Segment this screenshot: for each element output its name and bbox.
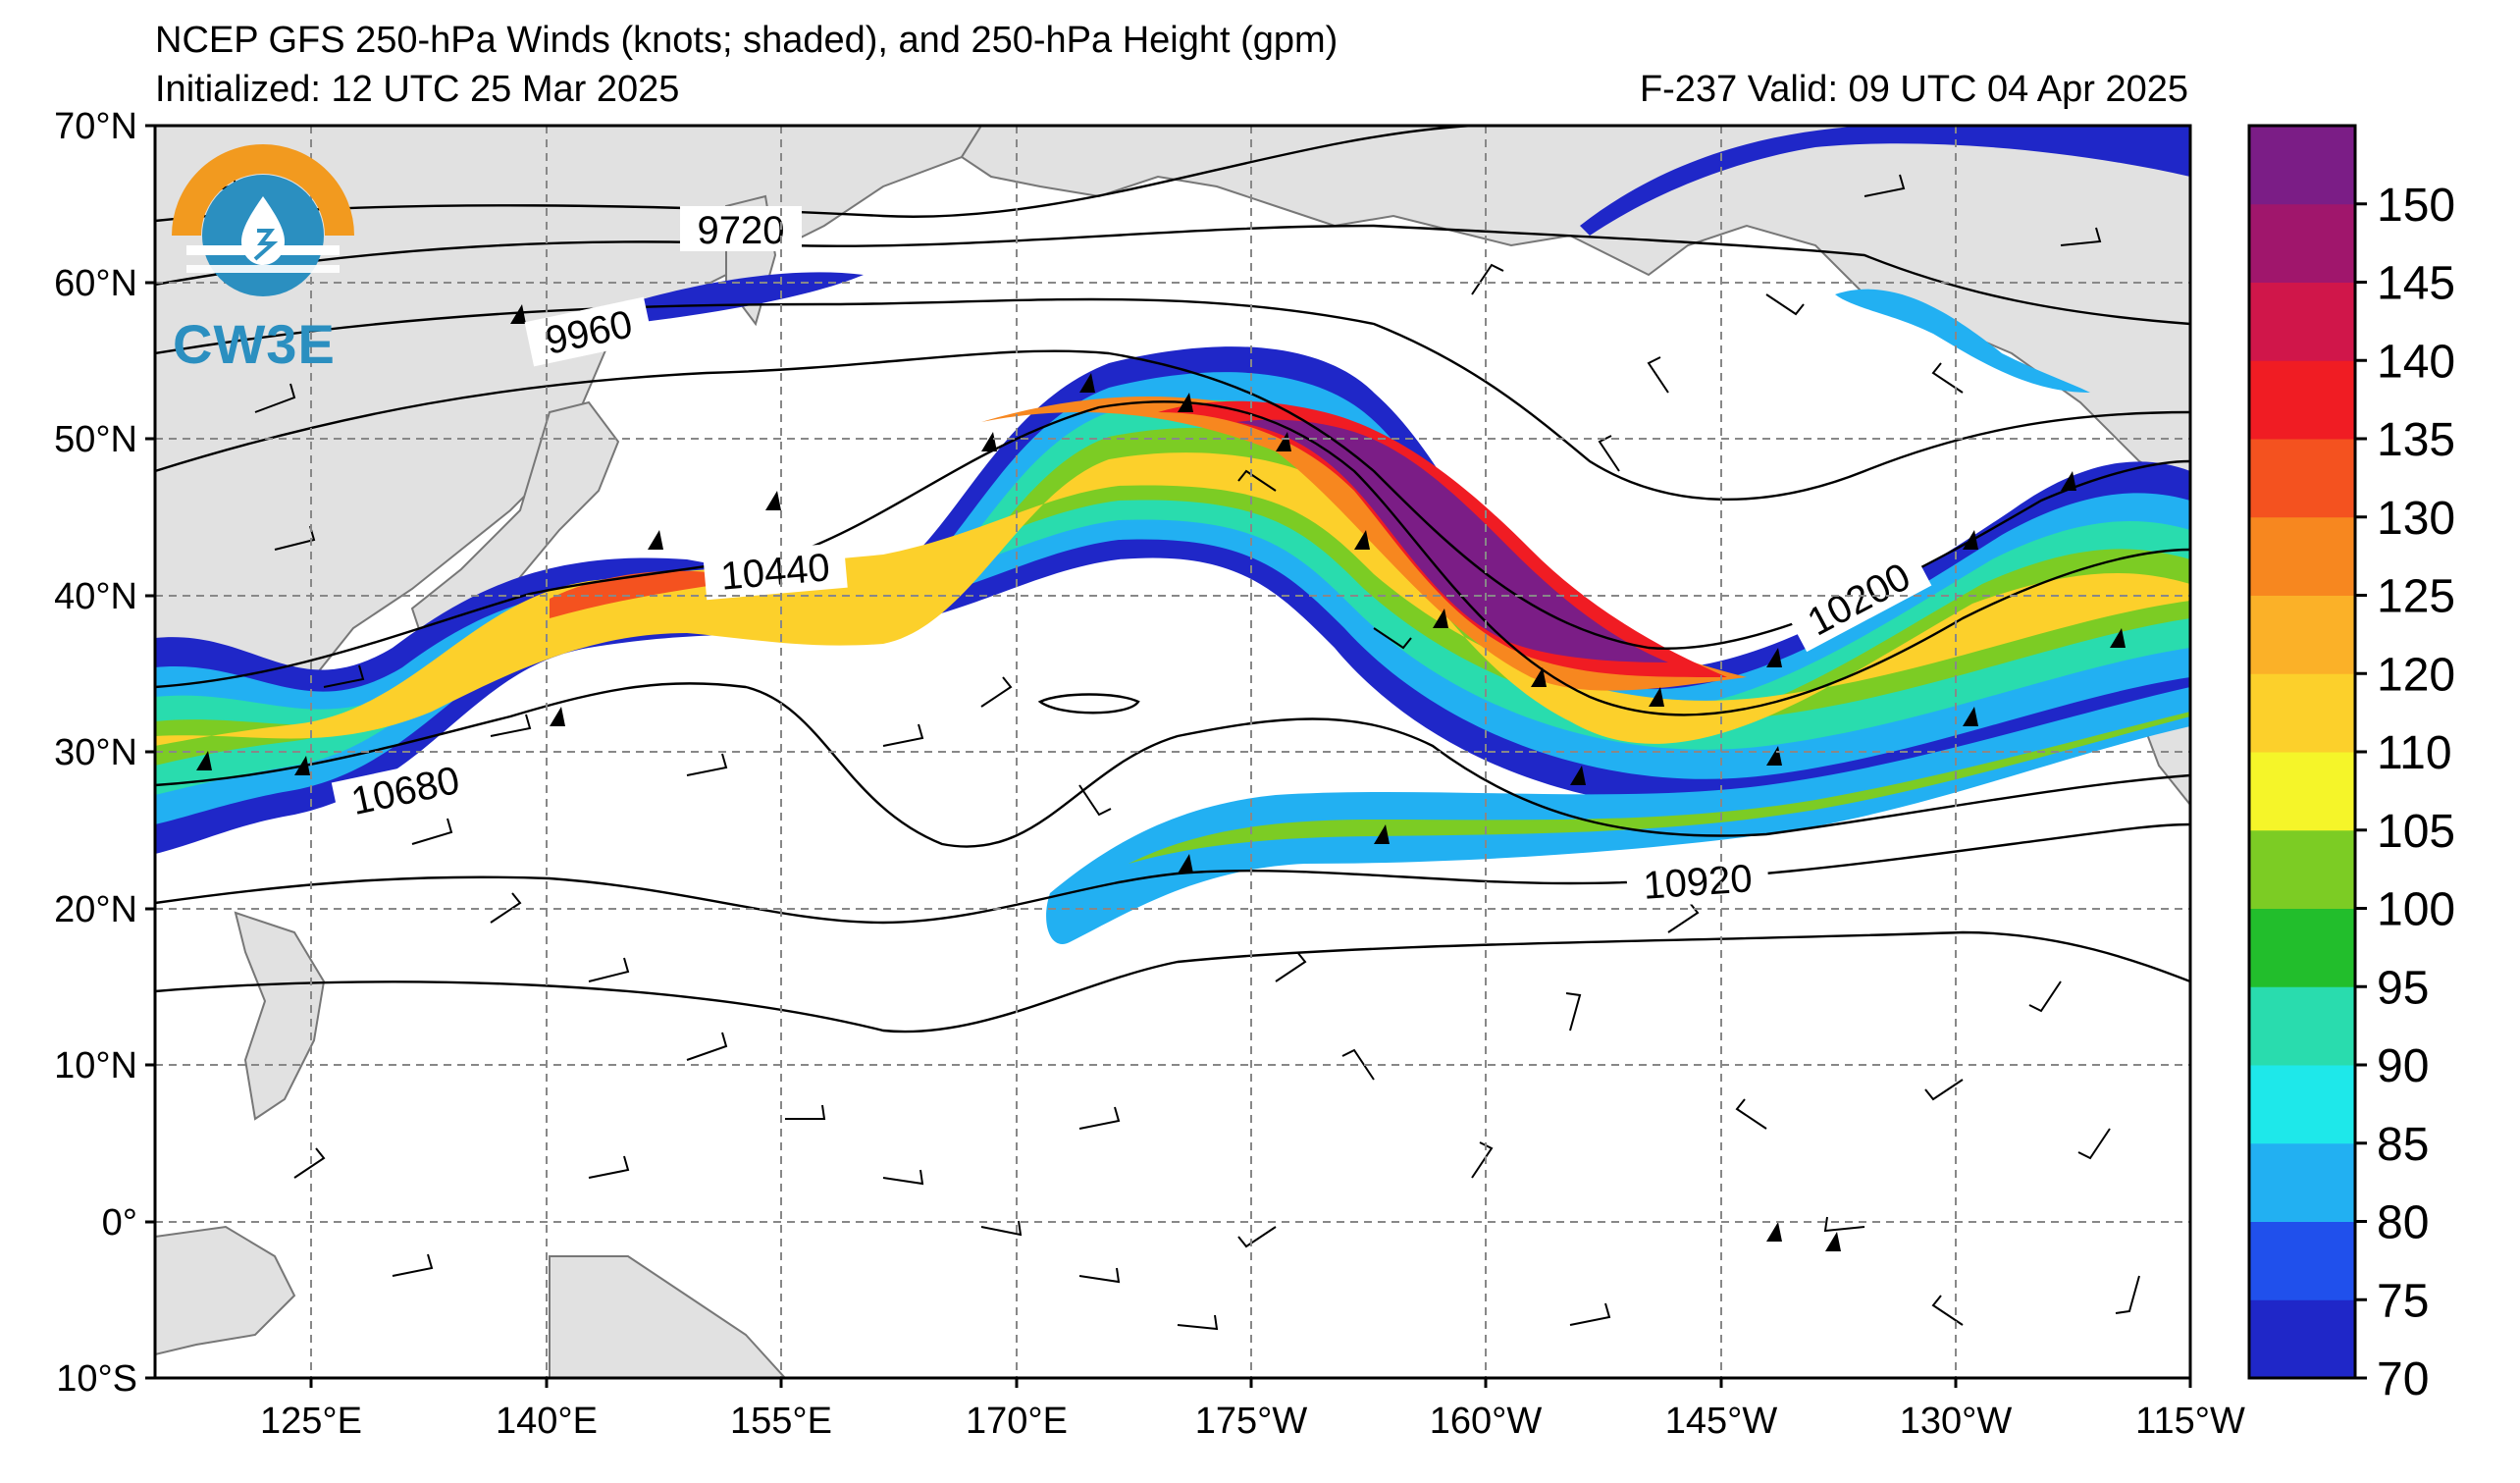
lat-label-0: 0° [102,1202,137,1244]
lon-label-175w: 175°W [1195,1401,1308,1442]
colorbar-label: 70 [2377,1353,2429,1405]
colorbar-label: 85 [2377,1119,2429,1171]
borneo [155,1225,296,1356]
colorbar-segment [2249,126,2355,205]
colorbar-label: 140 [2377,336,2455,388]
colorbar-segment [2249,986,2355,1066]
colorbar-segment [2249,360,2355,440]
colorbar-label: 75 [2377,1275,2429,1327]
lat-label-10s: 10°S [56,1358,137,1400]
axis-ticks [145,124,2192,1388]
lon-label-160w: 160°W [1430,1401,1543,1442]
colorbar-label: 150 [2377,180,2455,232]
colorbar-label: 80 [2377,1197,2429,1249]
colorbar-label: 130 [2377,493,2455,545]
contour-label-9720: 9720 [698,209,785,252]
colorbar-segment [2249,908,2355,987]
colorbar-segment [2249,1142,2355,1222]
lat-label-70n: 70°N [54,106,137,147]
philippines [234,911,326,1121]
contour-label-10440: 10440 [719,546,832,599]
colorbar-segment [2249,752,2355,831]
lon-label-125e: 125°E [260,1401,362,1442]
lat-label-60n: 60°N [54,263,137,304]
colorbar-label: 120 [2377,649,2455,701]
longitude-labels: 125°E 140°E 155°E 170°E 175°W 160°W 145°… [260,1401,2245,1442]
colorbar-segment [2249,439,2355,518]
grid-lines [155,126,2190,1378]
colorbar-segment [2249,829,2355,909]
colorbar-label: 145 [2377,258,2455,310]
new-guinea [549,1255,787,1378]
colorbar-segment [2249,282,2355,361]
colorbar-segment [2249,203,2355,283]
colorbar-segment [2249,1299,2355,1379]
contour-label-10920: 10920 [1642,857,1754,908]
cw3e-logo-text: CW3E [173,313,336,375]
colorbar: 70 75 80 85 90 95 100 105 110 120 125 130 135 140 145 1… [2247,124,2455,1405]
lon-label-130w: 130°W [1900,1401,2013,1442]
lon-label-140e: 140°E [496,1401,598,1442]
lon-label-145w: 145°W [1665,1401,1778,1442]
colorbar-label: 100 [2377,884,2455,936]
lat-label-50n: 50°N [54,419,137,460]
colorbar-segment [2249,673,2355,753]
lon-label-115w: 115°W [2135,1401,2245,1442]
lat-label-40n: 40°N [54,576,137,617]
lon-label-170e: 170°E [966,1401,1068,1442]
colorbar-segment [2249,1065,2355,1144]
lon-label-155e: 155°E [730,1401,832,1442]
latitude-labels: 70°N 60°N 50°N 40°N 30°N 20°N 10°N 0° 10… [54,106,137,1400]
lat-label-20n: 20°N [54,889,137,930]
chart-title: NCEP GFS 250-hPa Winds (knots; shaded), … [155,20,1339,61]
colorbar-segment [2249,1221,2355,1300]
colorbar-segment [2249,516,2355,596]
colorbar-label: 110 [2377,727,2452,779]
valid-time: F-237 Valid: 09 UTC 04 Apr 2025 [1639,69,2188,110]
colorbar-label: 135 [2377,414,2455,466]
colorbar-label: 90 [2377,1040,2429,1092]
lat-label-30n: 30°N [54,732,137,773]
colorbar-label: 105 [2377,806,2455,858]
cw3e-logo-icon [172,144,354,296]
lat-label-10n: 10°N [54,1045,137,1086]
colorbar-segment [2249,595,2355,674]
colorbar-label: 125 [2377,571,2455,623]
initialized-time: Initialized: 12 UTC 25 Mar 2025 [155,69,680,110]
colorbar-label: 95 [2377,962,2429,1014]
